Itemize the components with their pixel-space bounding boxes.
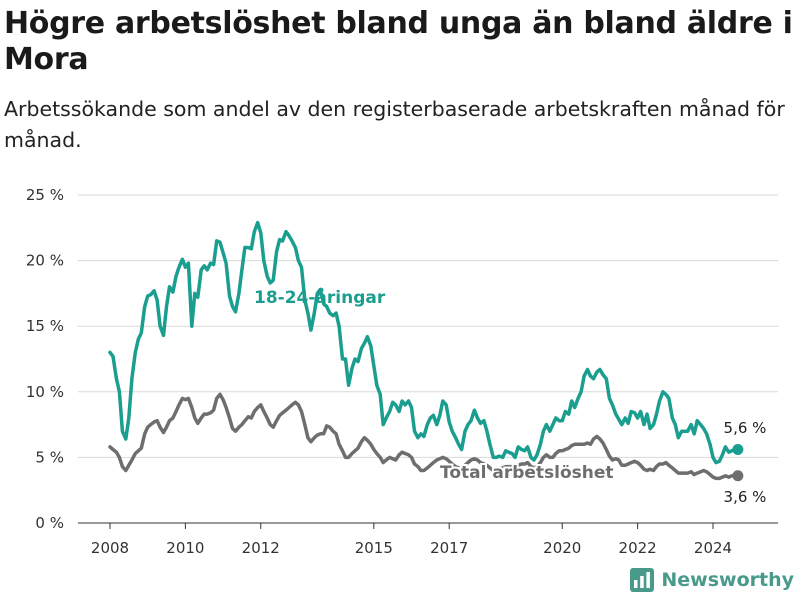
x-tick-label: 2017 <box>430 539 468 557</box>
x-tick-label: 2012 <box>242 539 280 557</box>
y-tick-label: 25 % <box>26 186 64 204</box>
series-labels: 18-24-åringar Total arbetslöshet 5,6 % 3,6 … <box>254 286 766 506</box>
end-value-label-total: 3,6 % <box>724 488 767 506</box>
end-point-marker <box>732 444 744 456</box>
chart-subtitle: Arbetssökande som andel av den registerb… <box>4 97 785 152</box>
newsworthy-logo-icon <box>630 568 655 592</box>
end-point-marker <box>732 470 744 482</box>
y-tick-label: 10 % <box>26 383 64 401</box>
y-axis-ticks: 0 % 5 % 10 % 15 % 20 % 25 % <box>26 186 64 532</box>
series-label-youth: 18-24-åringar <box>254 286 386 308</box>
y-tick-label: 20 % <box>26 252 64 270</box>
x-tick-label: 2015 <box>355 539 393 557</box>
x-tick-label: 2022 <box>619 539 657 557</box>
x-tick-label: 2020 <box>543 539 581 557</box>
series-line <box>108 392 737 481</box>
x-tick-label: 2024 <box>694 539 732 557</box>
end-value-label-youth: 5,6 % <box>724 419 767 437</box>
brand-name: Newsworthy <box>661 569 794 591</box>
y-tick-label: 5 % <box>35 448 64 466</box>
x-tick-label: 2008 <box>91 539 129 557</box>
series-line <box>108 220 737 465</box>
y-tick-label: 0 % <box>35 514 64 532</box>
y-tick-label: 15 % <box>26 317 64 335</box>
series-label-total: Total arbetslöshet <box>440 463 614 483</box>
brand-logo: Newsworthy <box>629 566 794 594</box>
x-tick-label: 2010 <box>166 539 204 557</box>
chart-title: Högre arbetslöshet bland unga än bland ä… <box>4 6 793 77</box>
series-lines <box>108 220 744 482</box>
x-axis: 2008 2010 2012 2015 2017 2020 2022 2024 <box>78 522 778 557</box>
